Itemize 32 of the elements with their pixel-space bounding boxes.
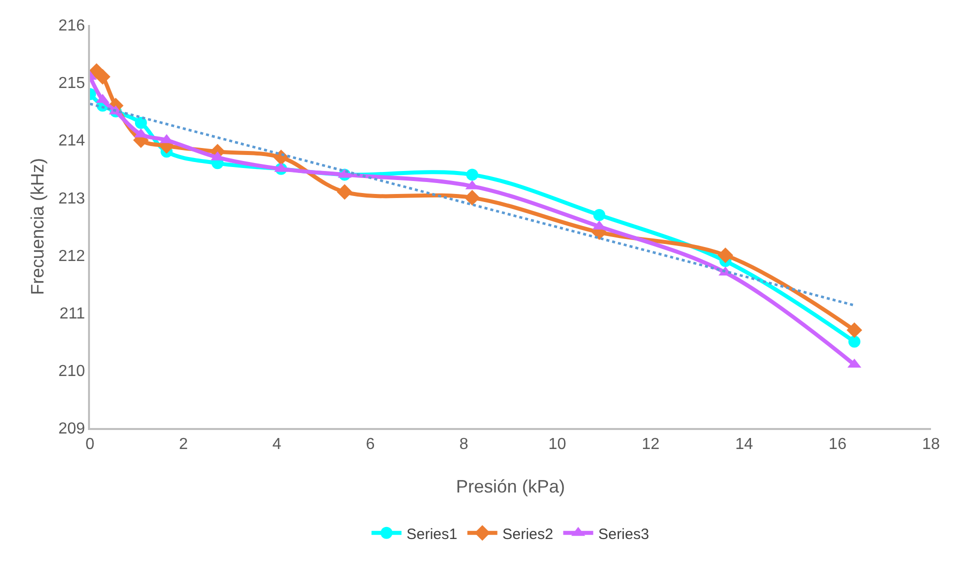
y-tick-label: 213 <box>58 190 86 208</box>
y-tick-label: 210 <box>58 363 86 380</box>
point <box>336 184 352 200</box>
point <box>593 208 606 221</box>
x-tick-label: 4 <box>272 436 282 453</box>
y-tick-label: 211 <box>60 305 86 322</box>
y-tick-label: 212 <box>58 248 86 265</box>
y-axis-title: Frecuencia (kHz) <box>28 158 48 296</box>
y-tick-label: 209 <box>58 420 86 438</box>
x-tick-label: 18 <box>922 436 940 453</box>
x-tick-label: 0 <box>86 436 95 453</box>
legend-label: Series3 <box>598 526 650 543</box>
y-tick-label: 214 <box>58 132 86 150</box>
x-tick-label: 2 <box>178 436 188 453</box>
point <box>718 247 734 264</box>
point <box>464 190 480 206</box>
y-tick-label: 216 <box>58 18 86 35</box>
point <box>466 168 478 181</box>
point <box>134 116 147 129</box>
point <box>846 322 862 338</box>
x-tick-label: 6 <box>366 436 375 453</box>
x-tick-label: 14 <box>735 436 754 453</box>
point <box>94 69 110 85</box>
x-tick-label: 12 <box>642 436 660 453</box>
x-tick-label: 8 <box>459 436 468 453</box>
x-tick-label: 10 <box>548 436 566 453</box>
x-axis-title: Presión (kPa) <box>456 476 566 496</box>
legend-label: Series2 <box>502 526 554 543</box>
point <box>848 336 860 348</box>
legend-label: Series1 <box>406 526 458 543</box>
y-tick-label: 215 <box>58 75 86 92</box>
x-tick-label: 16 <box>828 436 847 453</box>
